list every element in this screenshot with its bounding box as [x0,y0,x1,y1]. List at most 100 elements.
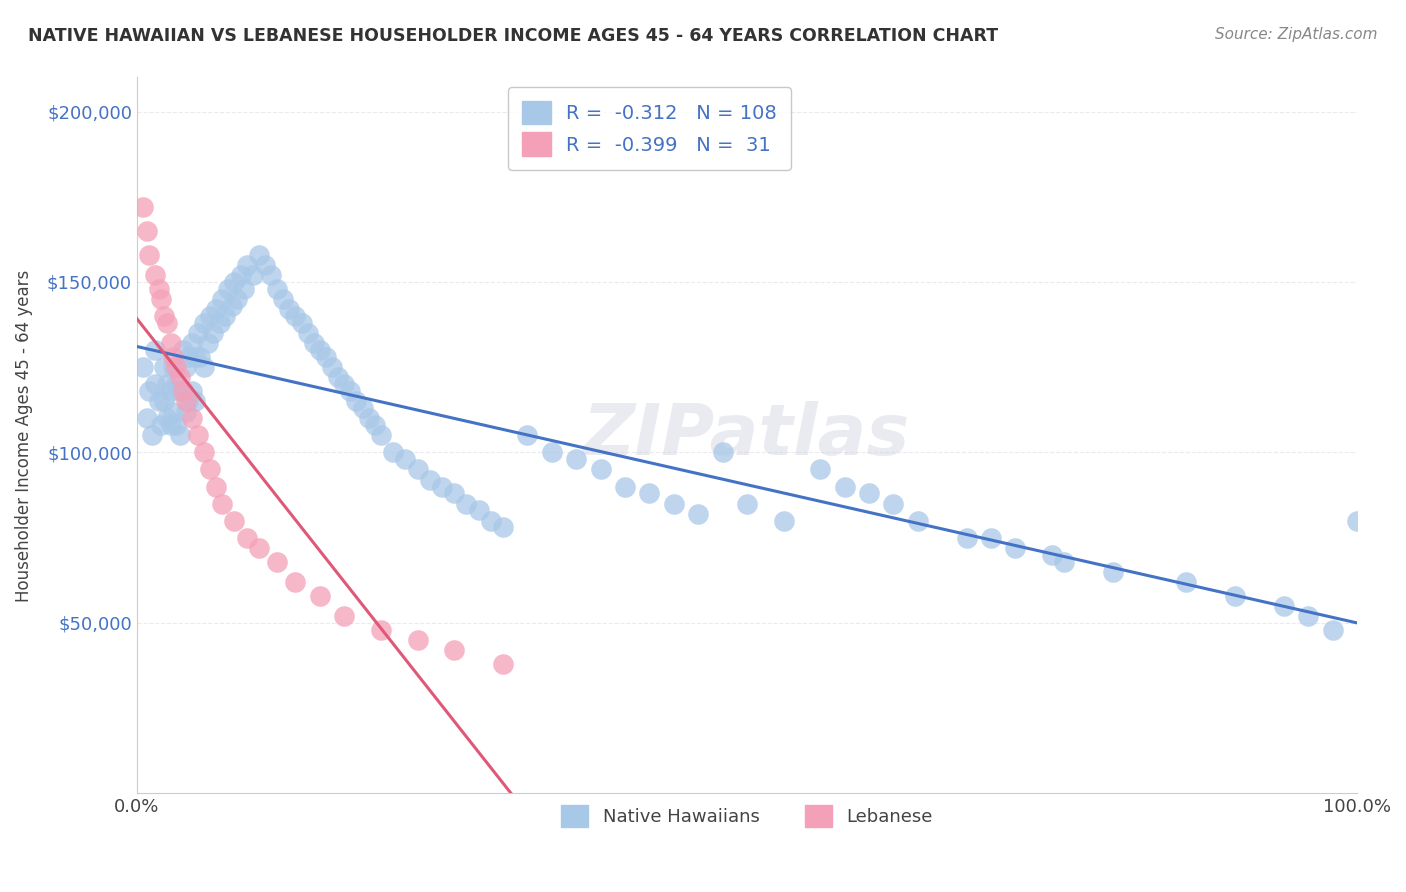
Point [169,370,191,384]
Point [187,326,209,340]
Point [291,316,314,330]
Point [297,326,319,340]
Point [1272,599,1295,613]
Point [162,360,184,375]
Point [406,462,429,476]
Point [205,302,228,317]
Point [235,531,257,545]
Point [135,224,157,238]
Point [165,377,187,392]
Point [180,384,202,398]
Point [177,350,200,364]
Point [211,497,233,511]
Point [443,643,465,657]
Text: Source: ZipAtlas.com: Source: ZipAtlas.com [1215,27,1378,42]
Point [211,292,233,306]
Point [156,377,179,392]
Point [226,292,249,306]
Point [394,452,416,467]
Point [284,309,307,323]
Point [346,394,368,409]
Point [193,360,215,375]
Point [247,248,270,262]
Point [162,350,184,364]
Point [172,343,194,358]
Point [309,589,332,603]
Legend: Native Hawaiians, Lebanese: Native Hawaiians, Lebanese [554,798,939,834]
Point [169,428,191,442]
Point [172,384,194,398]
Point [1346,514,1368,528]
Point [148,282,170,296]
Point [613,479,636,493]
Point [492,657,515,671]
Point [233,282,256,296]
Point [540,445,562,459]
Point [247,541,270,555]
Text: NATIVE HAWAIIAN VS LEBANESE HOUSEHOLDER INCOME AGES 45 - 64 YEARS CORRELATION CH: NATIVE HAWAIIAN VS LEBANESE HOUSEHOLDER … [28,27,998,45]
Point [364,418,387,433]
Point [138,248,160,262]
Point [165,418,187,433]
Point [516,428,538,442]
Point [1053,555,1076,569]
Point [711,445,734,459]
Point [184,394,207,409]
Point [187,428,209,442]
Point [370,623,392,637]
Point [160,336,183,351]
Point [357,411,380,425]
Point [143,268,166,282]
Point [242,268,264,282]
Point [858,486,880,500]
Point [208,316,231,330]
Point [1223,589,1246,603]
Point [152,394,174,409]
Point [309,343,332,358]
Text: ZIPatlas: ZIPatlas [583,401,911,470]
Point [214,309,236,323]
Point [198,309,221,323]
Point [479,514,502,528]
Point [152,360,174,375]
Point [160,418,183,433]
Point [138,384,160,398]
Point [174,394,197,409]
Point [980,531,1002,545]
Point [1296,609,1319,624]
Point [160,384,183,398]
Point [184,350,207,364]
Point [224,514,246,528]
Point [834,479,856,493]
Point [271,292,294,306]
Point [1040,548,1063,562]
Point [266,282,288,296]
Y-axis label: Householder Income Ages 45 - 64 years: Householder Income Ages 45 - 64 years [15,269,32,601]
Point [328,370,350,384]
Point [456,497,478,511]
Point [132,200,155,214]
Point [174,404,197,418]
Point [735,497,758,511]
Point [229,268,252,282]
Point [152,309,174,323]
Point [406,632,429,647]
Point [150,418,173,433]
Point [177,394,200,409]
Point [132,360,155,375]
Point [467,503,489,517]
Point [143,377,166,392]
Point [174,360,197,375]
Point [1004,541,1026,555]
Point [156,411,179,425]
Point [565,452,588,467]
Point [1102,565,1125,579]
Point [172,384,194,398]
Point [217,282,239,296]
Point [419,473,441,487]
Point [1322,623,1344,637]
Point [135,411,157,425]
Point [180,336,202,351]
Point [1175,574,1198,589]
Point [278,302,301,317]
